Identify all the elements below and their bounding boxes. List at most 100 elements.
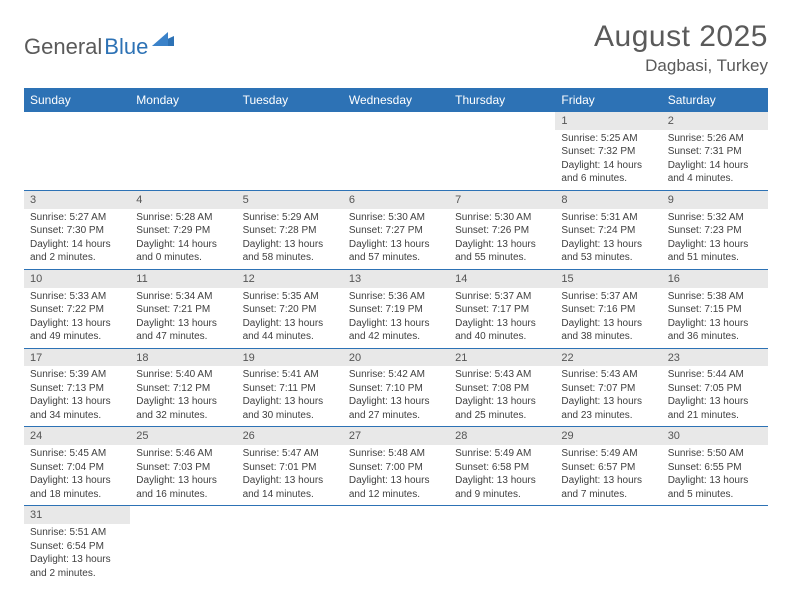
logo: General Blue	[24, 20, 174, 60]
calendar-cell: 10Sunrise: 5:33 AMSunset: 7:22 PMDayligh…	[24, 269, 130, 348]
day-number: 28	[449, 427, 555, 445]
day-details: Sunrise: 5:49 AMSunset: 6:57 PMDaylight:…	[555, 445, 661, 505]
day-details: Sunrise: 5:45 AMSunset: 7:04 PMDaylight:…	[24, 445, 130, 505]
day-number: 14	[449, 270, 555, 288]
day-details: Sunrise: 5:41 AMSunset: 7:11 PMDaylight:…	[237, 366, 343, 426]
day-number: 23	[662, 349, 768, 367]
day-number: 24	[24, 427, 130, 445]
day-number: 27	[343, 427, 449, 445]
calendar-cell: 9Sunrise: 5:32 AMSunset: 7:23 PMDaylight…	[662, 190, 768, 269]
calendar-cell: 24Sunrise: 5:45 AMSunset: 7:04 PMDayligh…	[24, 427, 130, 506]
calendar-cell	[130, 112, 236, 190]
calendar-cell: 30Sunrise: 5:50 AMSunset: 6:55 PMDayligh…	[662, 427, 768, 506]
day-number: 17	[24, 349, 130, 367]
day-details: Sunrise: 5:30 AMSunset: 7:26 PMDaylight:…	[449, 209, 555, 269]
day-number: 4	[130, 191, 236, 209]
day-details: Sunrise: 5:50 AMSunset: 6:55 PMDaylight:…	[662, 445, 768, 505]
day-number: 16	[662, 270, 768, 288]
day-details: Sunrise: 5:30 AMSunset: 7:27 PMDaylight:…	[343, 209, 449, 269]
day-details: Sunrise: 5:34 AMSunset: 7:21 PMDaylight:…	[130, 288, 236, 348]
day-details: Sunrise: 5:27 AMSunset: 7:30 PMDaylight:…	[24, 209, 130, 269]
calendar-cell	[662, 506, 768, 584]
day-details: Sunrise: 5:40 AMSunset: 7:12 PMDaylight:…	[130, 366, 236, 426]
day-number: 3	[24, 191, 130, 209]
weekday-header: Wednesday	[343, 88, 449, 112]
header: General Blue August 2025 Dagbasi, Turkey	[24, 20, 768, 76]
day-number: 5	[237, 191, 343, 209]
calendar-cell: 21Sunrise: 5:43 AMSunset: 7:08 PMDayligh…	[449, 348, 555, 427]
day-number: 18	[130, 349, 236, 367]
day-details: Sunrise: 5:36 AMSunset: 7:19 PMDaylight:…	[343, 288, 449, 348]
calendar-cell: 11Sunrise: 5:34 AMSunset: 7:21 PMDayligh…	[130, 269, 236, 348]
day-details: Sunrise: 5:25 AMSunset: 7:32 PMDaylight:…	[555, 130, 661, 190]
calendar-cell	[449, 112, 555, 190]
calendar-cell: 19Sunrise: 5:41 AMSunset: 7:11 PMDayligh…	[237, 348, 343, 427]
day-details: Sunrise: 5:37 AMSunset: 7:17 PMDaylight:…	[449, 288, 555, 348]
day-details: Sunrise: 5:31 AMSunset: 7:24 PMDaylight:…	[555, 209, 661, 269]
day-number: 8	[555, 191, 661, 209]
weekday-header: Tuesday	[237, 88, 343, 112]
calendar-cell: 15Sunrise: 5:37 AMSunset: 7:16 PMDayligh…	[555, 269, 661, 348]
calendar-cell: 20Sunrise: 5:42 AMSunset: 7:10 PMDayligh…	[343, 348, 449, 427]
logo-text-blue: Blue	[104, 34, 148, 60]
day-details: Sunrise: 5:44 AMSunset: 7:05 PMDaylight:…	[662, 366, 768, 426]
day-number: 21	[449, 349, 555, 367]
calendar-cell: 17Sunrise: 5:39 AMSunset: 7:13 PMDayligh…	[24, 348, 130, 427]
calendar-cell: 7Sunrise: 5:30 AMSunset: 7:26 PMDaylight…	[449, 190, 555, 269]
day-details: Sunrise: 5:33 AMSunset: 7:22 PMDaylight:…	[24, 288, 130, 348]
calendar-cell: 8Sunrise: 5:31 AMSunset: 7:24 PMDaylight…	[555, 190, 661, 269]
day-number: 9	[662, 191, 768, 209]
day-number: 31	[24, 506, 130, 524]
day-number: 19	[237, 349, 343, 367]
calendar-cell: 2Sunrise: 5:26 AMSunset: 7:31 PMDaylight…	[662, 112, 768, 190]
day-details: Sunrise: 5:42 AMSunset: 7:10 PMDaylight:…	[343, 366, 449, 426]
day-number: 2	[662, 112, 768, 130]
weekday-header: Monday	[130, 88, 236, 112]
day-details: Sunrise: 5:38 AMSunset: 7:15 PMDaylight:…	[662, 288, 768, 348]
calendar-cell: 13Sunrise: 5:36 AMSunset: 7:19 PMDayligh…	[343, 269, 449, 348]
day-details: Sunrise: 5:32 AMSunset: 7:23 PMDaylight:…	[662, 209, 768, 269]
calendar-cell: 3Sunrise: 5:27 AMSunset: 7:30 PMDaylight…	[24, 190, 130, 269]
day-number: 25	[130, 427, 236, 445]
calendar-cell	[555, 506, 661, 584]
day-details: Sunrise: 5:46 AMSunset: 7:03 PMDaylight:…	[130, 445, 236, 505]
day-details: Sunrise: 5:39 AMSunset: 7:13 PMDaylight:…	[24, 366, 130, 426]
calendar-cell: 14Sunrise: 5:37 AMSunset: 7:17 PMDayligh…	[449, 269, 555, 348]
day-number: 12	[237, 270, 343, 288]
logo-flag-icon	[152, 32, 174, 46]
calendar-cell: 18Sunrise: 5:40 AMSunset: 7:12 PMDayligh…	[130, 348, 236, 427]
calendar-cell: 6Sunrise: 5:30 AMSunset: 7:27 PMDaylight…	[343, 190, 449, 269]
weekday-header: Sunday	[24, 88, 130, 112]
day-number: 7	[449, 191, 555, 209]
day-number: 6	[343, 191, 449, 209]
day-details: Sunrise: 5:37 AMSunset: 7:16 PMDaylight:…	[555, 288, 661, 348]
calendar-cell	[24, 112, 130, 190]
day-number: 13	[343, 270, 449, 288]
calendar-cell: 27Sunrise: 5:48 AMSunset: 7:00 PMDayligh…	[343, 427, 449, 506]
calendar-cell	[343, 112, 449, 190]
calendar-cell: 22Sunrise: 5:43 AMSunset: 7:07 PMDayligh…	[555, 348, 661, 427]
day-number: 29	[555, 427, 661, 445]
location: Dagbasi, Turkey	[594, 56, 768, 76]
day-number: 15	[555, 270, 661, 288]
calendar-cell	[449, 506, 555, 584]
calendar-cell: 29Sunrise: 5:49 AMSunset: 6:57 PMDayligh…	[555, 427, 661, 506]
calendar-cell: 26Sunrise: 5:47 AMSunset: 7:01 PMDayligh…	[237, 427, 343, 506]
day-details: Sunrise: 5:47 AMSunset: 7:01 PMDaylight:…	[237, 445, 343, 505]
weekday-header: Friday	[555, 88, 661, 112]
calendar-cell: 4Sunrise: 5:28 AMSunset: 7:29 PMDaylight…	[130, 190, 236, 269]
day-number: 11	[130, 270, 236, 288]
calendar-cell	[237, 506, 343, 584]
calendar-cell: 23Sunrise: 5:44 AMSunset: 7:05 PMDayligh…	[662, 348, 768, 427]
day-details: Sunrise: 5:49 AMSunset: 6:58 PMDaylight:…	[449, 445, 555, 505]
day-details: Sunrise: 5:48 AMSunset: 7:00 PMDaylight:…	[343, 445, 449, 505]
day-number: 1	[555, 112, 661, 130]
calendar-table: SundayMondayTuesdayWednesdayThursdayFrid…	[24, 88, 768, 584]
day-number: 22	[555, 349, 661, 367]
calendar-cell: 25Sunrise: 5:46 AMSunset: 7:03 PMDayligh…	[130, 427, 236, 506]
day-details: Sunrise: 5:43 AMSunset: 7:08 PMDaylight:…	[449, 366, 555, 426]
calendar-cell: 5Sunrise: 5:29 AMSunset: 7:28 PMDaylight…	[237, 190, 343, 269]
day-details: Sunrise: 5:35 AMSunset: 7:20 PMDaylight:…	[237, 288, 343, 348]
calendar-cell: 1Sunrise: 5:25 AMSunset: 7:32 PMDaylight…	[555, 112, 661, 190]
calendar-cell: 28Sunrise: 5:49 AMSunset: 6:58 PMDayligh…	[449, 427, 555, 506]
